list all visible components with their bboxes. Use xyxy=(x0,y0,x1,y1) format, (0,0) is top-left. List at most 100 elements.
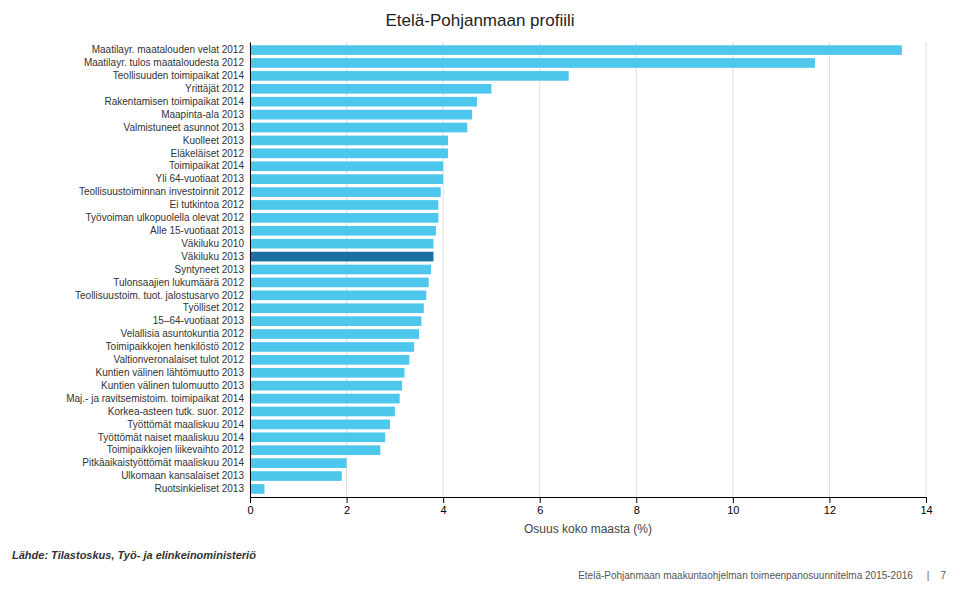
x-tick: 4 xyxy=(441,497,447,516)
footer-note: Etelä-Pohjanmaan maakuntaohjelman toimee… xyxy=(578,570,946,581)
bar xyxy=(250,84,491,94)
y-tick: Toimipaikkojen henkilöstö 2012 xyxy=(106,341,245,352)
y-tick: Työvoiman ulkopuolella olevat 2012 xyxy=(86,212,245,223)
y-tick-label: 15–64-vuotiaat 2013 xyxy=(153,315,245,326)
y-tick-label: Maapinta-ala 2013 xyxy=(161,109,244,120)
y-tick: Kuolleet 2013 xyxy=(183,135,245,146)
bar xyxy=(250,303,424,313)
bar xyxy=(250,368,405,378)
y-tick-label: Valtionveronalaiset tulot 2012 xyxy=(114,354,245,365)
bar xyxy=(250,148,448,158)
y-tick: Valmistuneet asunnot 2013 xyxy=(124,122,245,133)
bar xyxy=(250,239,433,249)
bar xyxy=(250,394,400,404)
y-tick-label: Toimipaikat 2014 xyxy=(169,160,244,171)
y-tick-label: Syntyneet 2013 xyxy=(175,264,245,275)
grid-line xyxy=(829,42,830,497)
bar xyxy=(250,342,414,352)
bar xyxy=(250,123,467,133)
plot: 02468101214Maatilayr. maatalouden velat … xyxy=(66,42,932,516)
x-tick-label: 4 xyxy=(441,504,447,516)
y-tick: Työlliset 2012 xyxy=(183,302,245,313)
y-tick: Alle 15-vuotiaat 2013 xyxy=(150,225,244,236)
bar xyxy=(250,45,902,55)
y-tick-label: Teollisuustoim. tuot. jalostusarvo 2012 xyxy=(75,290,244,301)
x-tick-mark xyxy=(636,497,637,503)
y-tick-label: Maatilayr. tulos maataloudesta 2012 xyxy=(84,57,245,68)
x-tick: 12 xyxy=(824,497,836,516)
grid-line xyxy=(539,42,540,497)
y-tick: Rakentamisen toimipaikat 2014 xyxy=(104,96,244,107)
x-tick-label: 10 xyxy=(727,504,739,516)
x-tick-label: 12 xyxy=(824,504,836,516)
grid xyxy=(250,42,926,497)
bar xyxy=(250,290,426,300)
y-tick-label: Yrittäjät 2012 xyxy=(185,83,244,94)
bar xyxy=(250,316,421,326)
x-tick-label: 0 xyxy=(247,504,253,516)
y-tick-label: Kuntien välinen lähtömuutto 2013 xyxy=(96,367,245,378)
y-tick: Ruotsinkieliset 2013 xyxy=(155,483,245,494)
y-tick-label: Työttömät naiset maaliskuu 2014 xyxy=(98,432,245,443)
bar xyxy=(250,458,347,468)
bar xyxy=(250,58,815,68)
bar xyxy=(250,471,342,481)
grid-line xyxy=(250,42,251,497)
bar xyxy=(250,407,395,417)
bar xyxy=(250,278,429,288)
bar xyxy=(250,445,380,455)
y-tick: Valtionveronalaiset tulot 2012 xyxy=(114,354,245,365)
y-tick-label: Työttömät maaliskuu 2014 xyxy=(127,419,244,430)
y-axis: Maatilayr. maatalouden velat 2012 Maatila… xyxy=(66,43,250,498)
bar xyxy=(250,161,443,171)
bar xyxy=(250,200,438,210)
y-tick-label: Korkea-asteen tutk. suor. 2012 xyxy=(108,406,245,417)
y-tick-label: Ruotsinkieliset 2013 xyxy=(155,483,245,494)
grid-line xyxy=(732,42,733,497)
x-tick: 10 xyxy=(727,497,739,516)
x-tick: 6 xyxy=(537,497,543,516)
x-tick-mark xyxy=(443,497,444,503)
x-tick-mark xyxy=(250,497,251,503)
bar xyxy=(250,226,436,236)
y-axis-line xyxy=(250,43,251,498)
x-tick-mark xyxy=(926,497,927,503)
x-tick-label: 8 xyxy=(634,504,640,516)
y-tick-label: Maatilayr. maatalouden velat 2012 xyxy=(92,44,245,55)
bars xyxy=(250,45,902,494)
y-tick-label: Ulkomaan kansalaiset 2013 xyxy=(121,470,244,481)
x-tick-mark xyxy=(540,497,541,503)
y-tick-label: Toimipaikkojen henkilöstö 2012 xyxy=(106,341,245,352)
x-axis-line xyxy=(251,498,927,504)
x-tick-mark xyxy=(829,497,830,503)
y-tick: Maapinta-ala 2013 xyxy=(161,109,244,120)
y-tick: Korkea-asteen tutk. suor. 2012 xyxy=(108,406,245,417)
bar xyxy=(250,174,443,184)
source-note: Lähde: Tilastoskus, Työ- ja elinkeinomin… xyxy=(12,549,256,561)
x-axis-title: Osuus koko maasta (%) xyxy=(524,522,652,536)
y-tick-label: Kuntien välinen tulomuutto 2013 xyxy=(101,380,244,391)
x-axis: 02468101214 xyxy=(247,497,932,516)
y-tick-label: Pitkäaikaistyöttömät maaliskuu 2014 xyxy=(82,457,244,468)
y-tick-label: Maj.- ja ravitsemistoim. toimipaikat 201… xyxy=(66,393,244,404)
bar xyxy=(250,252,433,262)
bar xyxy=(250,265,431,275)
y-tick-label: Rakentamisen toimipaikat 2014 xyxy=(104,96,244,107)
y-tick: Toimipaikat 2014 xyxy=(169,160,244,171)
y-tick-label: Velallisia asuntokuntia 2012 xyxy=(121,328,245,339)
y-tick: Pitkäaikaistyöttömät maaliskuu 2014 xyxy=(82,457,244,468)
y-tick: Teollisuustoiminnan investoinnit 2012 xyxy=(79,186,245,197)
bar xyxy=(250,381,402,391)
bar xyxy=(250,136,448,146)
y-tick: Velallisia asuntokuntia 2012 xyxy=(121,328,245,339)
bar xyxy=(250,420,390,430)
y-tick: Yli 64-vuotiaat 2013 xyxy=(156,173,245,184)
y-tick: Väkiluku 2013 xyxy=(181,251,244,262)
y-tick: Väkiluku 2010 xyxy=(181,238,244,249)
y-tick: 15–64-vuotiaat 2013 xyxy=(153,315,245,326)
bar xyxy=(250,329,419,339)
y-tick-label: Teollisuuden toimipaikat 2014 xyxy=(113,70,245,81)
y-tick: Kuntien välinen lähtömuutto 2013 xyxy=(96,367,245,378)
y-tick: Työttömät maaliskuu 2014 xyxy=(127,419,244,430)
y-tick: Yrittäjät 2012 xyxy=(185,83,244,94)
